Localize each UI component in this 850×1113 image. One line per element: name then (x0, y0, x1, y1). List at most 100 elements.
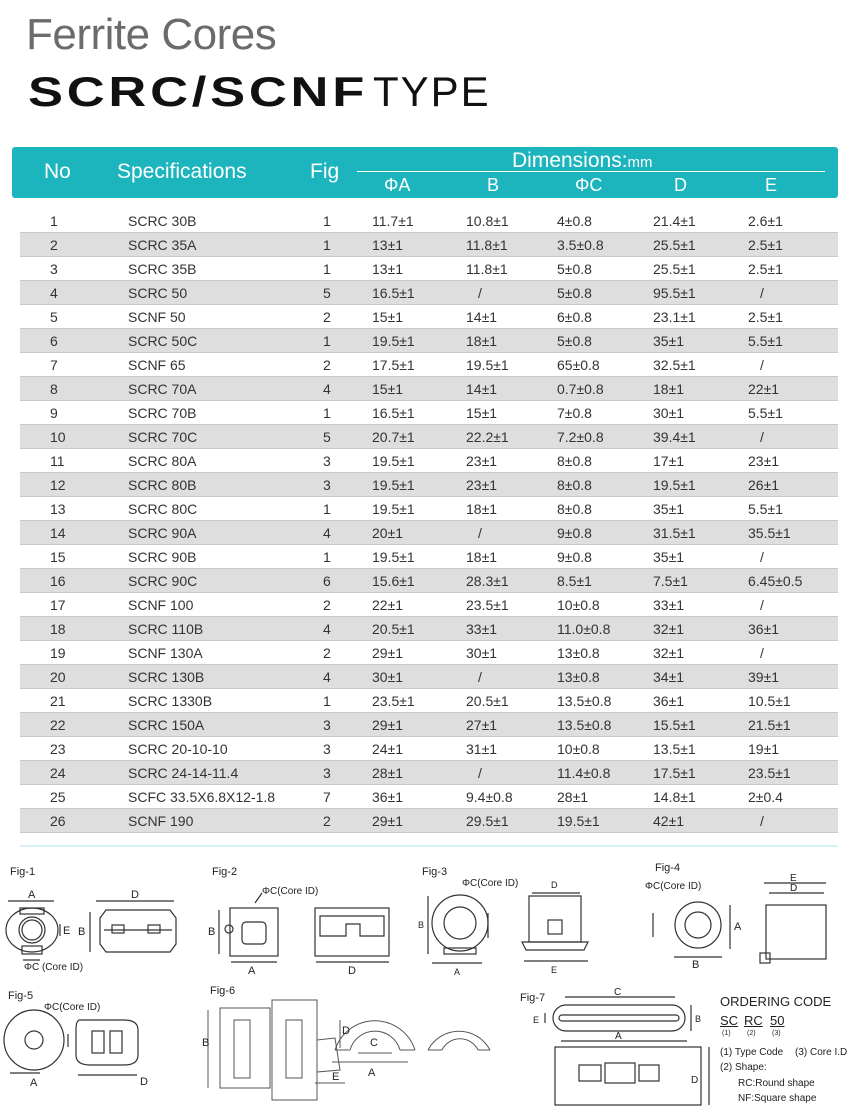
cell-fig: 1 (323, 213, 331, 229)
header-divider (357, 171, 825, 172)
dim-e: E (790, 873, 797, 884)
figure-7-label: Fig-7 (520, 992, 545, 1004)
cell-a: 19.5±1 (372, 453, 415, 469)
dim-b: B (78, 926, 85, 938)
cell-a: 16.5±1 (372, 285, 415, 301)
cell-spec: SCNF 190 (128, 813, 194, 829)
cell-fig: 2 (323, 309, 331, 325)
cell-spec: SCRC 20-10-10 (128, 741, 228, 757)
table-row: 12 SCRC 80B 3 19.5±1 23±1 8±0.8 19.5±1 26±1 (20, 473, 838, 497)
dim-e: E (533, 1015, 539, 1025)
cell-no: 15 (50, 549, 66, 565)
cell-b: / (478, 285, 482, 301)
cell-spec: SCRC 150A (128, 717, 205, 733)
dimensions-unit: mm (627, 154, 653, 171)
cell-no: 18 (50, 621, 66, 637)
cell-fig: 3 (323, 477, 331, 493)
cell-e: 19±1 (748, 741, 780, 757)
cell-no: 6 (50, 333, 58, 349)
cell-e: 10.5±1 (748, 693, 791, 709)
core-id-label: ΦC(Core ID) (645, 881, 701, 892)
cell-e: / (760, 597, 764, 613)
cell-a: 15±1 (372, 381, 404, 397)
core-id-label: ΦC (Core ID) (24, 962, 83, 973)
cell-a: 29±1 (372, 717, 404, 733)
cell-no: 1 (50, 213, 58, 229)
cell-b: 10.8±1 (466, 213, 509, 229)
cell-e: 36±1 (748, 621, 780, 637)
cell-no: 22 (50, 717, 66, 733)
dimensions-label: Dimensions: (512, 149, 628, 172)
table-row: 11 SCRC 80A 3 19.5±1 23±1 8±0.8 17±1 23±1 (20, 449, 838, 473)
dim-d: D (790, 883, 797, 894)
code-part-1: SC (720, 1013, 739, 1028)
cell-no: 23 (50, 741, 66, 757)
cell-c: 13.5±0.8 (557, 717, 612, 733)
cell-fig: 6 (323, 573, 331, 589)
ordering-code-title: ORDERING CODE (720, 994, 832, 1009)
cell-b: 30±1 (466, 645, 498, 661)
cell-fig: 1 (323, 501, 331, 517)
cell-e: 22±1 (748, 381, 780, 397)
cell-e: 39±1 (748, 669, 780, 685)
table-row: 2 SCRC 35A 1 13±1 11.8±1 3.5±0.8 25.5±1 2.5±1 (20, 233, 838, 257)
cell-no: 16 (50, 573, 66, 589)
table-row: 1 SCRC 30B 1 11.7±1 10.8±1 4±0.8 21.4±1 2.6±1 (20, 209, 838, 233)
cell-spec: SCRC 70A (128, 381, 197, 397)
col-dimensions: Dimensions:mm (512, 149, 653, 173)
cell-e: / (760, 429, 764, 445)
cell-d: 18±1 (653, 381, 685, 397)
cell-c: 3.5±0.8 (557, 237, 604, 253)
cell-fig: 4 (323, 669, 331, 685)
figure-4: Fig-4 A B E D ΦC(Core ID) (645, 862, 827, 971)
dim-a: A (28, 889, 36, 901)
cell-no: 2 (50, 237, 58, 253)
cell-c: 5±0.8 (557, 333, 592, 349)
cell-b: / (478, 525, 482, 541)
cell-spec: SCRC 70C (128, 429, 198, 445)
cell-c: 10±0.8 (557, 741, 600, 757)
figure-3: Fig-3 B A D E ΦC(Core ID) (418, 866, 589, 977)
cell-b: 14±1 (466, 381, 498, 397)
cell-fig: 3 (323, 741, 331, 757)
cell-spec: SCRC 1330B (128, 693, 213, 709)
cell-no: 8 (50, 381, 58, 397)
cell-e: 26±1 (748, 477, 780, 493)
table-row: 6 SCRC 50C 1 19.5±1 18±1 5±0.8 35±1 5.5±1 (20, 329, 838, 353)
cell-spec: SCRC 110B (128, 621, 204, 637)
cell-spec: SCRC 90C (128, 573, 198, 589)
cell-e: / (760, 549, 764, 565)
figure-7: Fig-7 C B E A D (520, 987, 710, 1106)
table-row: 15 SCRC 90B 1 19.5±1 18±1 9±0.8 35±1 / (20, 545, 838, 569)
cell-e: / (760, 813, 764, 829)
cell-spec: SCRC 130B (128, 669, 205, 685)
cell-d: 17±1 (653, 453, 685, 469)
cell-c: 5±0.8 (557, 285, 592, 301)
col-d: D (674, 175, 687, 195)
cell-b: 9.4±0.8 (466, 789, 513, 805)
table-row: 8 SCRC 70A 4 15±1 14±1 0.7±0.8 18±1 22±1 (20, 377, 838, 401)
cell-d: 95.5±1 (653, 285, 696, 301)
figure-3-label: Fig-3 (422, 866, 447, 878)
figure-1: Fig-1 A E B D ΦC (Core ID) (5, 866, 177, 973)
cell-c: 11.0±0.8 (557, 621, 611, 637)
cell-a: 13±1 (372, 237, 404, 253)
cell-e: / (760, 285, 764, 301)
cell-fig: 1 (323, 549, 331, 565)
cell-a: 29±1 (372, 645, 404, 661)
cell-spec: SCRC 90A (128, 525, 197, 541)
figure-2: Fig-2 B A D ΦC(Core ID) (208, 866, 390, 977)
cell-c: 8±0.8 (557, 501, 592, 517)
cell-no: 10 (50, 429, 66, 445)
dim-b: B (418, 920, 424, 930)
dim-a: A (454, 967, 460, 977)
dim-d: D (551, 880, 558, 890)
code-index-3: (3) (772, 1030, 781, 1037)
cell-fig: 7 (323, 789, 331, 805)
cell-spec: SCRC 80A (128, 453, 197, 469)
figure-5: Fig-5 A D ΦC(Core ID) (3, 990, 148, 1089)
cell-fig: 2 (323, 357, 331, 373)
cell-b: 18±1 (466, 549, 498, 565)
cell-no: 24 (50, 765, 66, 781)
cell-b: 22.2±1 (466, 429, 509, 445)
